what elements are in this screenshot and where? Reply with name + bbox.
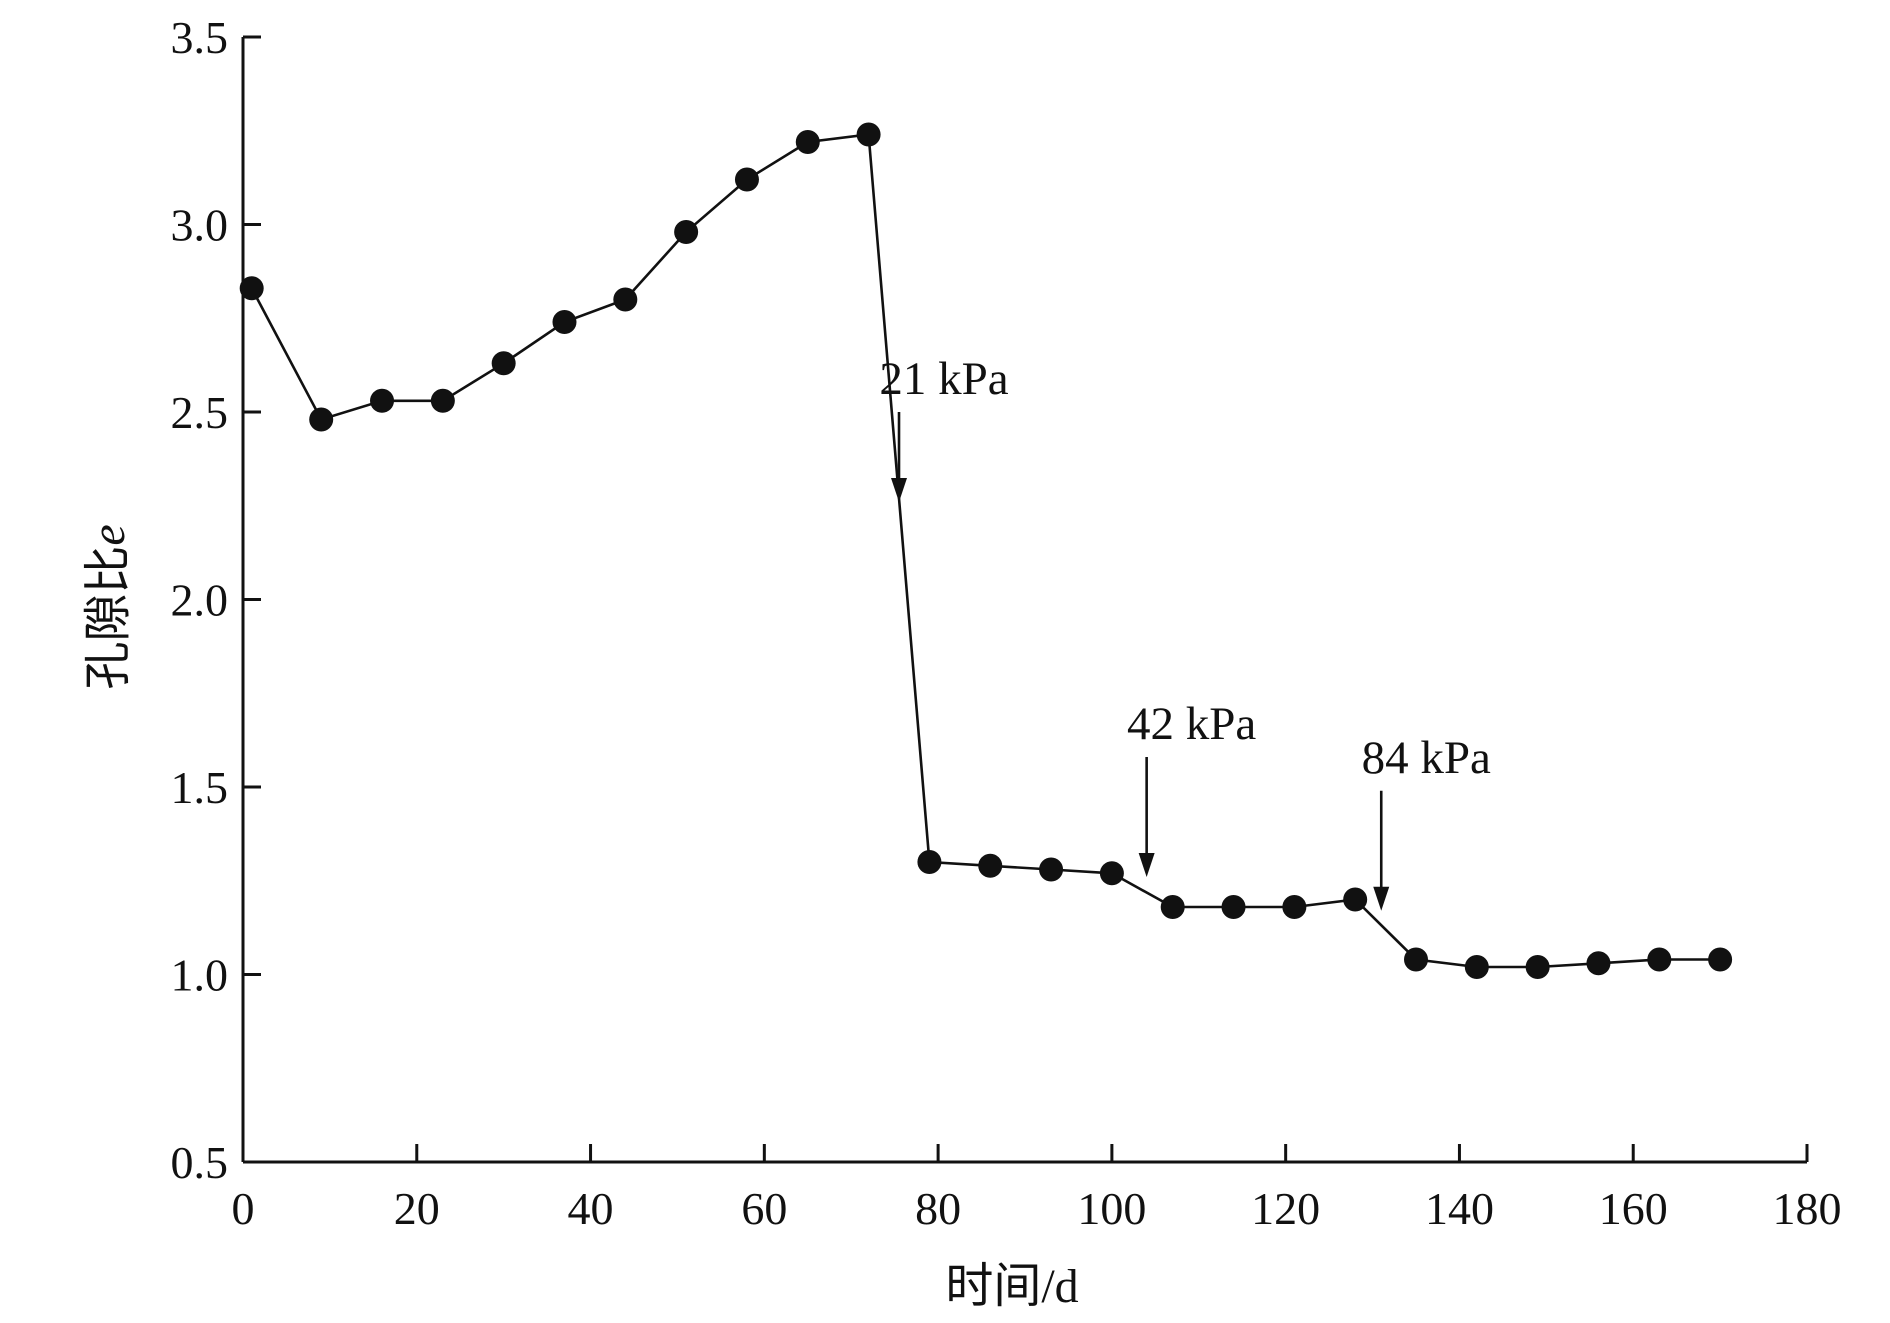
data-point (1343, 887, 1368, 912)
data-point (1099, 861, 1124, 886)
axis-titles: 时间/d 孔隙比e (82, 524, 1079, 1313)
data-point (1586, 951, 1611, 976)
data-point (491, 351, 516, 376)
x-axis-title: 时间/d (945, 1260, 1078, 1313)
annotation-arrow-head (1373, 886, 1390, 911)
data-point (1160, 895, 1185, 919)
data-point (1221, 895, 1246, 919)
data-point (1708, 947, 1733, 972)
data-point (309, 407, 334, 432)
y-axis-title-variable: e (82, 524, 135, 545)
y-tick-label: 3.5 (171, 12, 229, 63)
x-tick-label: 120 (1251, 1183, 1320, 1234)
x-tick-label: 80 (915, 1183, 961, 1234)
data-point (795, 130, 820, 154)
annotation-arrow-head (1138, 853, 1155, 877)
annotation-arrow-head (891, 478, 908, 502)
data-point (917, 850, 942, 874)
x-tick-label: 180 (1773, 1183, 1842, 1234)
x-tick-label: 0 (232, 1183, 255, 1234)
annotation-label: 42 kPa (1127, 698, 1256, 750)
annotation-label: 84 kPa (1362, 732, 1491, 784)
x-tick-label: 100 (1077, 1183, 1146, 1234)
data-point (674, 220, 699, 244)
x-tick-label: 140 (1425, 1183, 1494, 1234)
x-tick-label: 40 (568, 1183, 614, 1234)
y-axis-title: 孔隙比e (82, 524, 135, 689)
y-axis-title-main: 孔隙比 (82, 546, 135, 690)
data-point (734, 167, 759, 192)
y-tick-label: 1.5 (171, 762, 229, 813)
y-tick-label: 2.5 (171, 387, 229, 438)
data-point (1282, 895, 1307, 919)
data-point (1647, 947, 1672, 972)
data-point (552, 310, 577, 334)
x-tick-label: 20 (394, 1183, 440, 1234)
series-layer (239, 122, 1733, 979)
data-point (370, 388, 395, 413)
x-tick-label: 160 (1599, 1183, 1668, 1234)
data-point (1525, 955, 1550, 979)
y-tick-label: 0.5 (171, 1137, 229, 1188)
x-tick-label: 60 (741, 1183, 787, 1234)
data-point (239, 276, 264, 301)
data-point (1039, 857, 1064, 882)
data-point (1464, 955, 1489, 979)
series-line (250, 133, 1721, 969)
annotation-label: 21 kPa (879, 353, 1008, 405)
data-point (1404, 947, 1428, 972)
data-point (978, 853, 1003, 878)
annotations-layer: 21 kPa 42 kPa 84 kPa (879, 353, 1491, 911)
data-point (430, 388, 455, 413)
data-point (856, 122, 881, 147)
axes: 0.5 1.0 1.5 2.0 2.5 3.0 3.5 0 20 40 60 80 100 120 140 1… (171, 12, 1842, 1234)
y-tick-label: 3.0 (171, 200, 229, 251)
y-tick-label: 1.0 (171, 950, 229, 1001)
data-point (613, 287, 638, 312)
y-tick-label: 2.0 (171, 575, 229, 626)
